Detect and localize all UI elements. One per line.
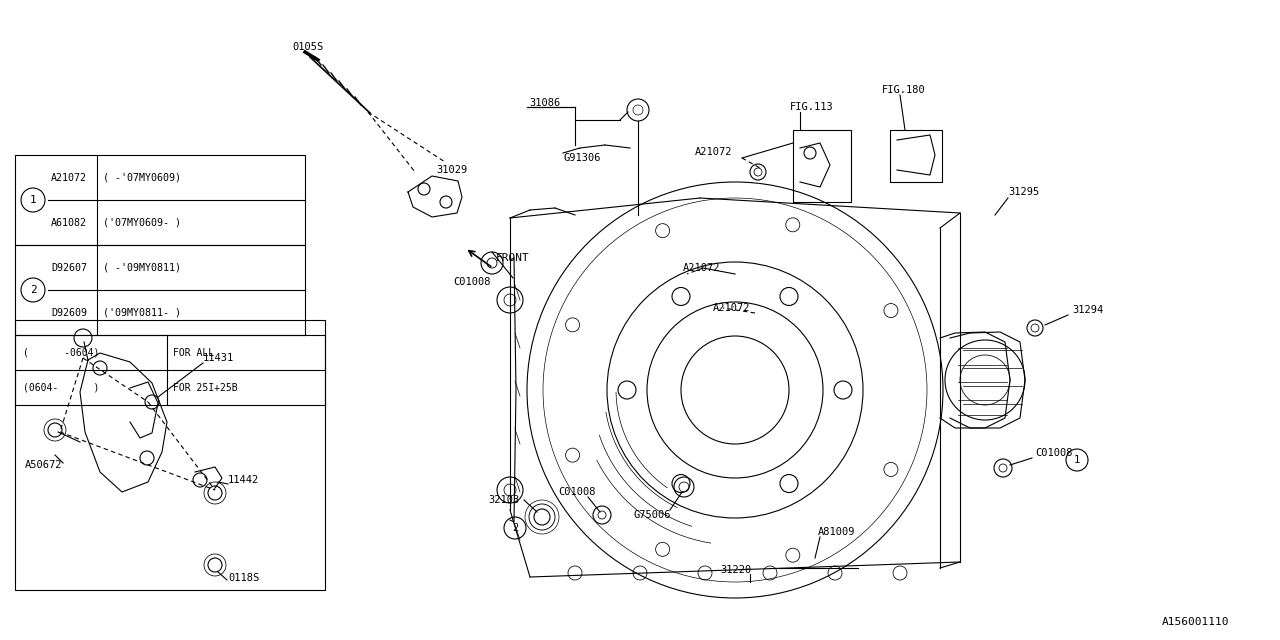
Text: 1: 1 (1074, 455, 1080, 465)
Text: 2: 2 (512, 523, 518, 533)
Text: 31086: 31086 (529, 98, 561, 108)
Text: 11442: 11442 (228, 475, 260, 485)
Text: C01008: C01008 (453, 277, 490, 287)
Text: A21072: A21072 (684, 263, 721, 273)
Bar (890, 130, 942, 182)
Text: A81009: A81009 (818, 527, 855, 537)
Text: C01008: C01008 (558, 487, 595, 497)
Bar (15, 320, 325, 590)
Text: (      -0604): ( -0604) (23, 348, 100, 358)
Text: 2: 2 (29, 285, 36, 295)
Text: D92609: D92609 (51, 307, 87, 317)
Text: 0105S: 0105S (292, 42, 324, 52)
Text: A50672: A50672 (26, 460, 63, 470)
Text: 32103: 32103 (488, 495, 520, 505)
Text: G75006: G75006 (634, 510, 671, 520)
Bar (15, 335, 325, 405)
Bar (15, 155, 305, 245)
Text: A61082: A61082 (51, 218, 87, 227)
Text: ( -'07MY0609): ( -'07MY0609) (102, 173, 180, 182)
Text: FOR ALL: FOR ALL (173, 348, 214, 358)
Text: 31295: 31295 (1009, 187, 1039, 197)
Text: 31029: 31029 (436, 165, 467, 175)
Bar (794, 130, 851, 202)
Text: FIG.180: FIG.180 (882, 85, 925, 95)
Text: D92607: D92607 (51, 262, 87, 273)
Text: 0118S: 0118S (228, 573, 260, 583)
Text: A21072: A21072 (695, 147, 732, 157)
Text: 31220: 31220 (721, 565, 751, 575)
Text: ( -'09MY0811): ( -'09MY0811) (102, 262, 180, 273)
Bar (15, 245, 305, 335)
Text: ('09MY0811- ): ('09MY0811- ) (102, 307, 180, 317)
Text: FIG.113: FIG.113 (790, 102, 833, 112)
Text: 31294: 31294 (1073, 305, 1103, 315)
Text: FOR 25I+25B: FOR 25I+25B (173, 383, 238, 392)
Text: G91306: G91306 (563, 153, 600, 163)
Text: A21072: A21072 (713, 303, 750, 313)
Text: ('07MY0609- ): ('07MY0609- ) (102, 218, 180, 227)
Text: FRONT: FRONT (497, 253, 530, 263)
Text: 1: 1 (29, 195, 36, 205)
Text: A156001110: A156001110 (1162, 617, 1230, 627)
Text: (0604-      ): (0604- ) (23, 383, 100, 392)
Text: C01008: C01008 (1036, 448, 1073, 458)
Text: 11431: 11431 (204, 353, 234, 363)
Text: A21072: A21072 (51, 173, 87, 182)
